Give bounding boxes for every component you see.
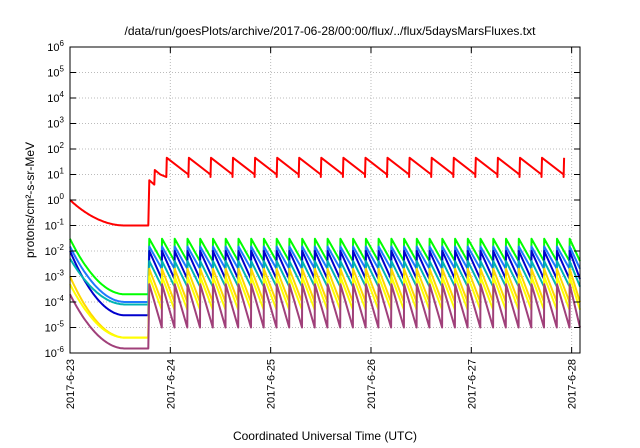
series-layer xyxy=(69,156,581,350)
series-line xyxy=(69,245,581,303)
series-line xyxy=(69,258,581,306)
y-axis-label: protons/cm²-s-sr-MeV xyxy=(23,142,37,258)
series-line xyxy=(69,237,581,296)
series-line xyxy=(69,156,566,227)
x-tick-label: 2017-6-25 xyxy=(266,359,278,409)
series-line xyxy=(69,283,581,350)
y-tick-label: 10-2 xyxy=(45,243,65,258)
y-tick-label: 10-5 xyxy=(45,320,65,335)
series-line xyxy=(69,250,581,317)
y-tick-label: 103 xyxy=(47,116,64,131)
grid-lines xyxy=(70,47,580,353)
chart-title: /data/run/goesPlots/archive/2017-06-28/0… xyxy=(125,24,537,38)
x-tick-label: 2017-6-23 xyxy=(65,359,77,409)
y-tick-label: 10-4 xyxy=(45,294,65,309)
x-tick-label: 2017-6-28 xyxy=(567,359,579,409)
series-line xyxy=(69,275,581,339)
x-tick-label: 2017-6-24 xyxy=(165,359,177,409)
x-axis-ticks: 2017-6-23 2017-6-24 2017-6-25 2017-6-26 2017… xyxy=(65,47,579,409)
y-tick-label: 10-6 xyxy=(45,345,65,360)
y-tick-label: 10-3 xyxy=(45,269,65,284)
y-tick-label: 101 xyxy=(47,167,64,182)
y-tick-label: 105 xyxy=(47,65,64,80)
y-axis-ticks: 10-6 10-5 10-4 10-3 10-2 10-1 100 101 102 103 104 1… xyxy=(45,39,580,360)
y-tick-label: 100 xyxy=(47,192,64,207)
x-tick-label: 2017-6-26 xyxy=(366,359,378,409)
y-tick-label: 106 xyxy=(47,39,64,54)
y-tick-label: 102 xyxy=(47,141,64,156)
y-tick-label: 10-1 xyxy=(45,218,65,233)
x-axis-label: Coordinated Universal Time (UTC) xyxy=(233,429,417,443)
x-tick-label: 2017-6-27 xyxy=(466,359,478,409)
y-tick-label: 104 xyxy=(47,90,64,105)
